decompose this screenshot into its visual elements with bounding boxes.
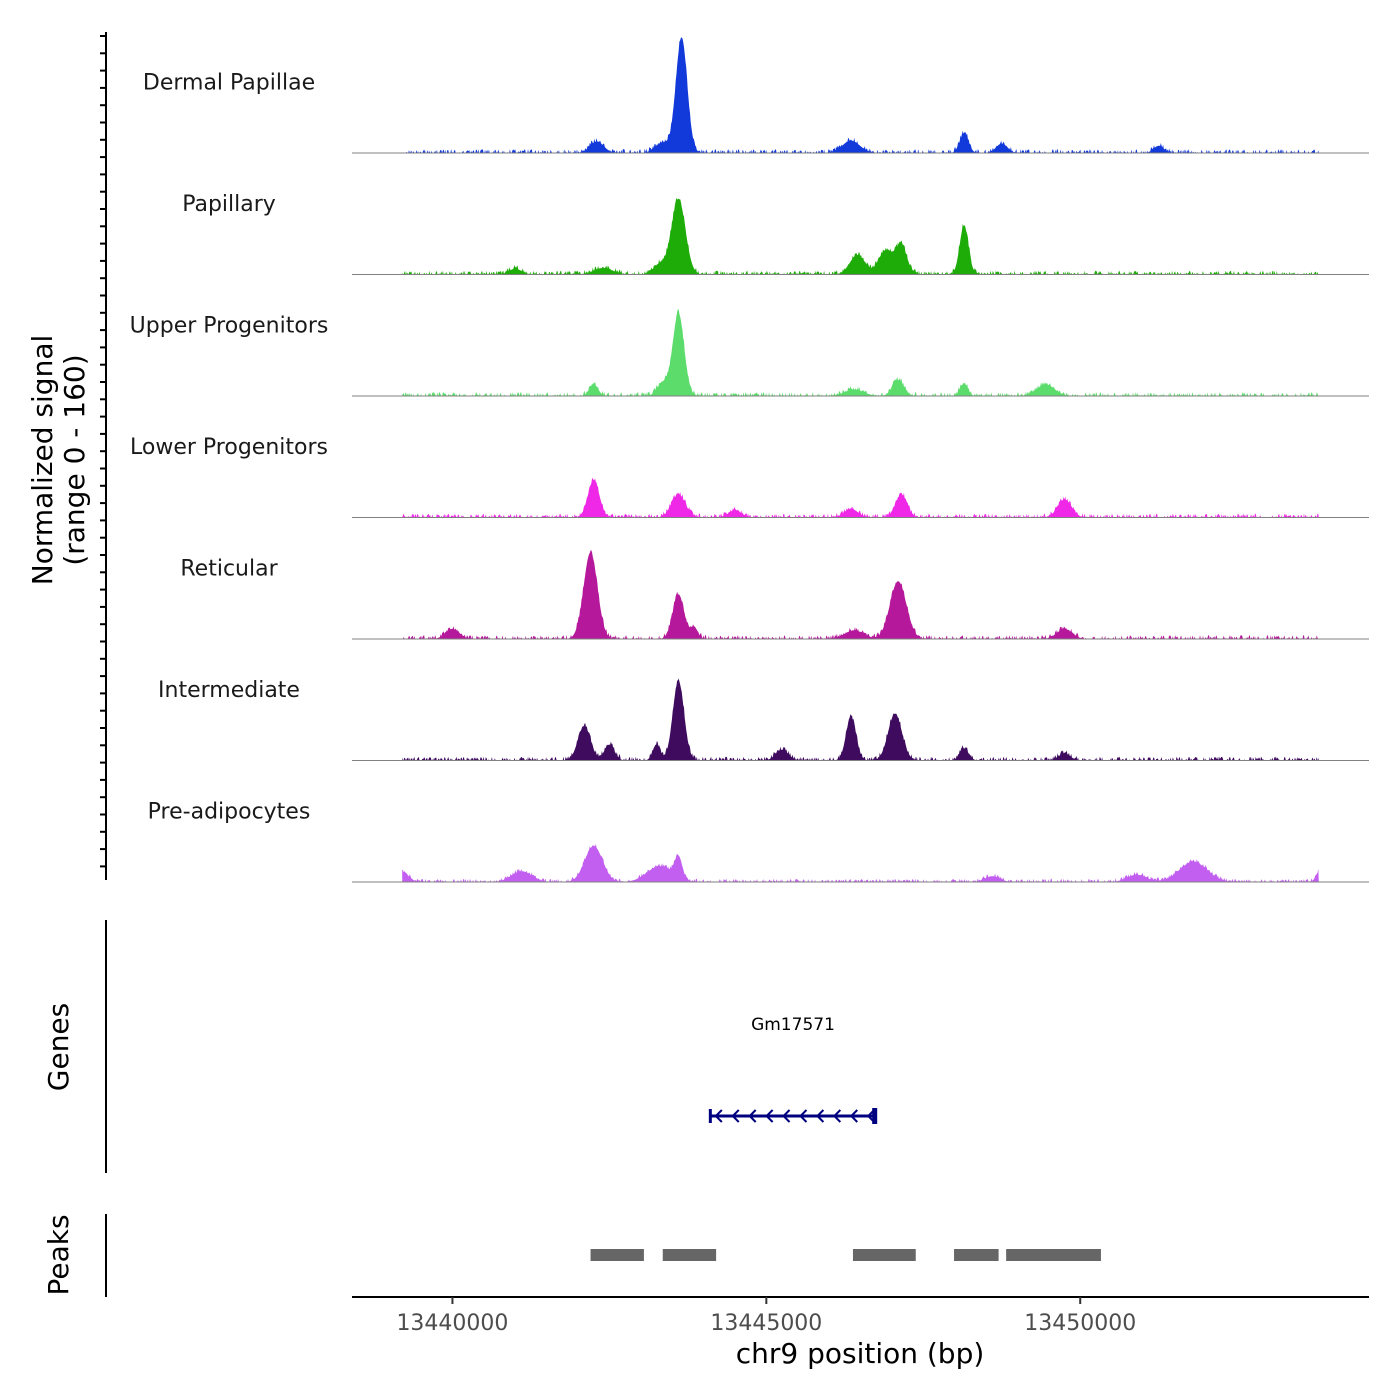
x-tick-label: 13445000 [710,1311,822,1336]
strand-chevron [748,1109,757,1123]
gene-model [708,1108,878,1124]
track-label: Papillary [182,192,276,217]
signal-area [402,309,1319,396]
peak-region [590,1249,644,1261]
y-axis-title-line1: Normalized signal [26,335,59,586]
signal-tracks: Dermal Papillae Papillary Upper Progenitor… [130,37,1369,883]
track-label: Reticular [180,557,278,582]
signal-area [402,550,1319,639]
track-dermal-papillae: Dermal Papillae [143,37,1369,154]
strand-chevron [866,1109,875,1123]
x-axis-ticks: 13440000 13445000 13450000 [396,1297,1136,1336]
track-reticular: Reticular [180,550,1369,640]
y-axis-title-line2: (range 0 - 160) [58,354,91,565]
peak-region [662,1249,717,1261]
signal-area [402,478,1319,518]
strand-chevron [815,1109,825,1123]
strand-chevron [765,1109,774,1123]
peak-regions [590,1249,1101,1261]
x-tick-label: 13450000 [1024,1311,1136,1336]
track-intermediate: Intermediate [158,678,1369,761]
strand-chevron [832,1109,842,1123]
track-label: Intermediate [158,678,300,703]
signal-y-ticks [100,35,106,868]
peak-region [954,1249,999,1261]
track-label: Pre-adipocytes [148,800,311,825]
peak-region [852,1249,916,1261]
signal-area [402,678,1319,761]
signal-area [402,843,1319,882]
track-lower-progenitors: Lower Progenitors [130,435,1369,518]
track-papillary: Papillary [182,192,1369,275]
strand-chevron [731,1109,740,1123]
strand-chevron [849,1109,858,1123]
gene-exon [872,1108,878,1124]
track-label: Lower Progenitors [130,435,328,460]
gene-label: Gm17571 [751,1015,835,1035]
signal-area [402,197,1319,275]
x-tick-label: 13440000 [396,1311,508,1336]
gene-exon [708,1109,712,1123]
track-upper-progenitors: Upper Progenitors [130,309,1369,397]
track-label: Upper Progenitors [130,314,329,339]
track-pre-adipocytes: Pre-adipocytes [148,800,1369,883]
x-axis-title: chr9 position (bp) [736,1337,985,1370]
strand-chevron [782,1109,791,1123]
signal-area [402,37,1319,153]
track-label: Dermal Papillae [143,71,315,96]
strand-chevron [799,1109,808,1123]
strand-chevron [714,1109,723,1123]
genes-panel-label: Genes [42,1003,75,1091]
peak-region [1006,1249,1101,1261]
peaks-panel-label: Peaks [42,1214,75,1295]
